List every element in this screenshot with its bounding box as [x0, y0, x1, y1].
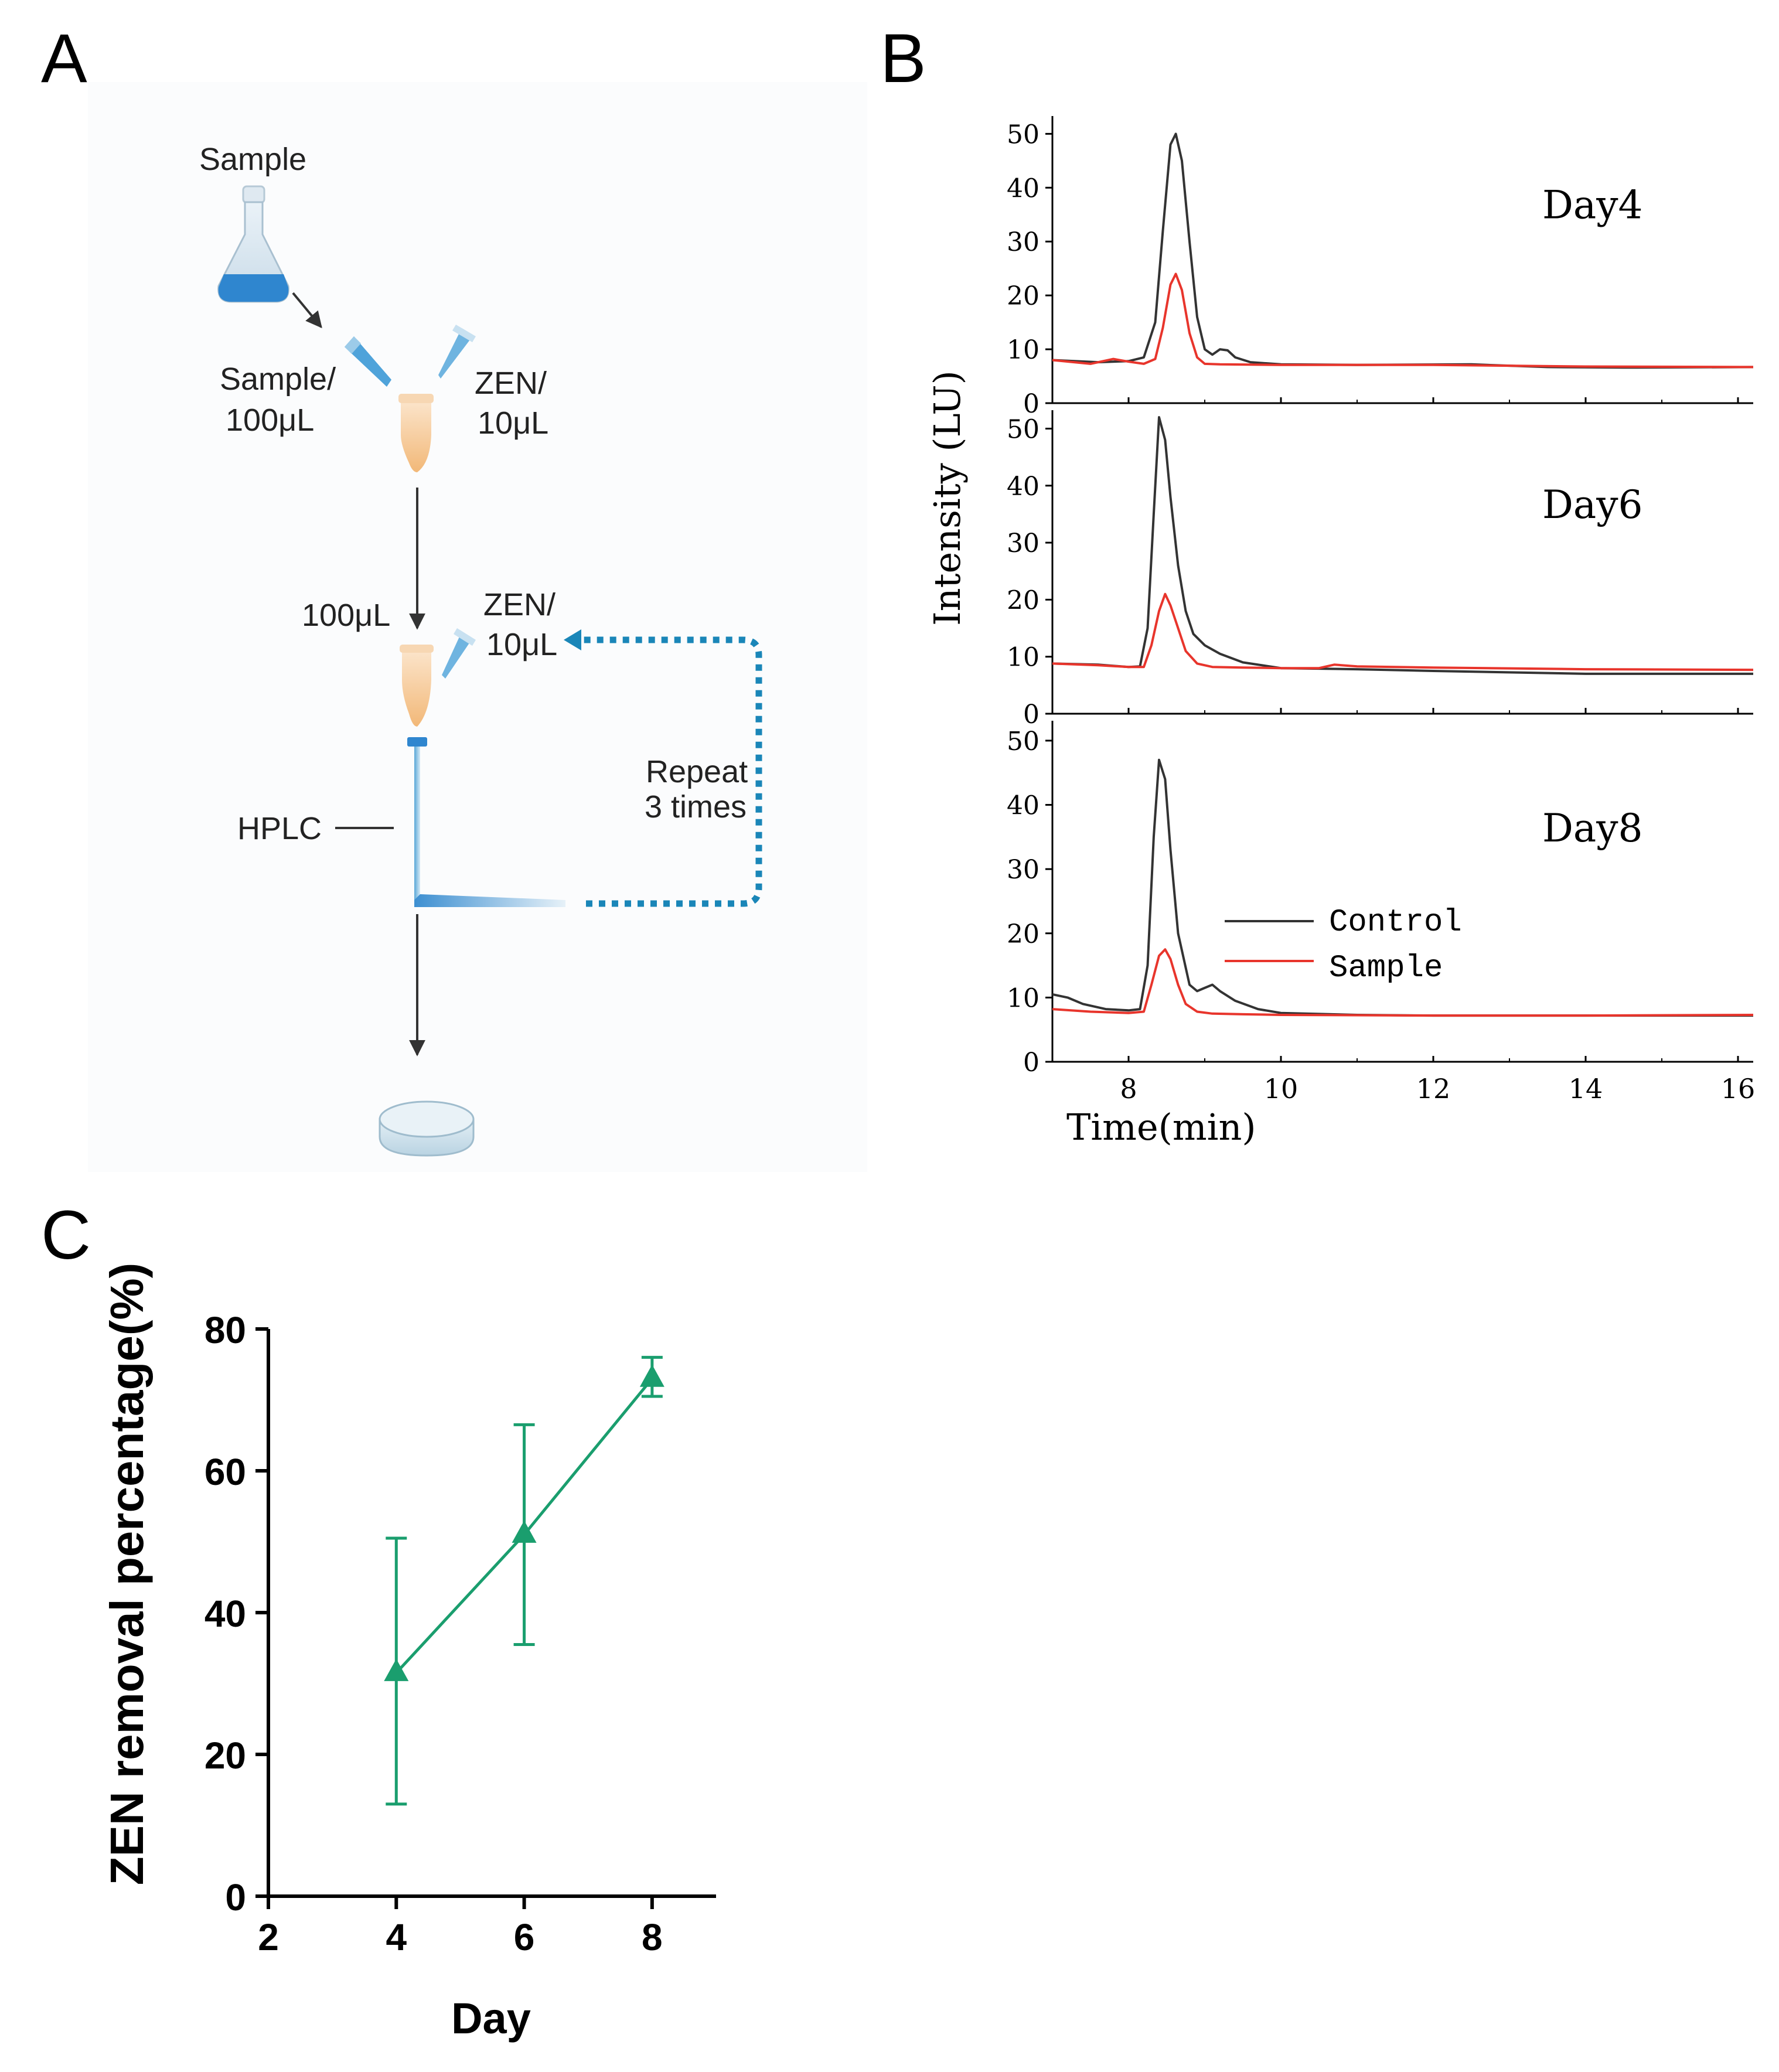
- y-tick-label: 0: [1023, 700, 1040, 730]
- x-tick-label: 10: [1264, 1073, 1299, 1105]
- y-tick-label: 30: [1007, 227, 1040, 257]
- legend-label-sample: Sample: [1329, 950, 1443, 986]
- zen-volume-label-2-line2: 10μL: [486, 627, 557, 662]
- y-tick-label: 20: [1007, 585, 1040, 615]
- y-tick-label: 20: [1007, 281, 1040, 311]
- flask-icon: [217, 185, 289, 303]
- y-tick-label: 10: [1007, 983, 1040, 1013]
- chromatogram-x-axis-label: Time(min): [1066, 1106, 1256, 1149]
- y-tick-label: 40: [1007, 173, 1040, 203]
- chromatogram-legend: Control Sample: [1225, 905, 1462, 986]
- panel-letter-c: C: [41, 1197, 91, 1274]
- x-tick-label: 8: [642, 1916, 663, 1958]
- triangle-marker: [512, 1520, 537, 1543]
- y-tick-label: 10: [1007, 335, 1040, 365]
- subplot-day-label: Day4: [1542, 183, 1643, 228]
- x-tick-label: 8: [1120, 1073, 1137, 1105]
- repeat-arrow-head: [564, 629, 581, 650]
- y-tick-label: 40: [1007, 791, 1040, 821]
- panel-letter-b: B: [880, 20, 926, 97]
- series-line-sample: [1052, 592, 1754, 672]
- y-tick-label: 60: [205, 1451, 246, 1493]
- removal-plot: 0 20 40 60 80 2 4 6 8: [205, 1309, 716, 1958]
- y-tick-label: 0: [1023, 1048, 1040, 1078]
- subplot-day-label: Day6: [1542, 482, 1643, 527]
- hplc-label: HPLC: [237, 811, 322, 846]
- y-tick-label: 20: [1007, 919, 1040, 949]
- panel-b-chromatograms: B Intensity (LU) Time(min) 0 10 20 30 40 50 Da…: [880, 20, 1755, 1149]
- y-tick-label: 30: [1007, 855, 1040, 885]
- x-tick-label: 12: [1416, 1073, 1451, 1105]
- y-tick-label: 0: [225, 1876, 246, 1918]
- series-line-control: [1052, 132, 1754, 369]
- series-line-control: [1052, 416, 1753, 675]
- y-tick-label: 10: [1007, 643, 1040, 673]
- x-tick-label: 16: [1721, 1073, 1756, 1105]
- panel-c-removal-chart: C ZEN removal percentage(%) Day 0 20 40 60 8…: [41, 1197, 716, 2043]
- chromatogram-subplot-day6: 0 10 20 30 40 50 Day6: [1007, 410, 1754, 730]
- flask-arrow: [292, 292, 322, 329]
- pipette-tip-icon-zen: [438, 325, 476, 379]
- x-tick-label: 2: [258, 1916, 279, 1958]
- x-tick-label: 14: [1569, 1073, 1603, 1105]
- chromatogram-subplot-day8: 0 10 20 30 40 50 Day8 8 10 12 14 16: [1007, 721, 1755, 1105]
- tube-icon-2: [400, 645, 434, 727]
- y-tick-label: 40: [205, 1593, 246, 1635]
- x-tick-label: 6: [514, 1916, 535, 1958]
- triangle-marker: [384, 1658, 409, 1681]
- series-line-control: [1052, 758, 1753, 1017]
- tube-icon-1: [398, 394, 434, 472]
- legend-label-control: Control: [1329, 905, 1462, 940]
- pipette-tip-icon-sample: [345, 336, 391, 387]
- y-tick-label: 80: [205, 1309, 246, 1351]
- zen-volume-label-2-line1: ZEN/: [483, 587, 555, 622]
- petri-dish-icon: [379, 1100, 475, 1157]
- chromatogram-plots: 0 10 20 30 40 50 Day4 0 10 20 30 40 50 Day6 0 10 20 30 40 5…: [1007, 116, 1755, 1105]
- series-line-sample: [1052, 272, 1754, 369]
- zen-volume-label-1-line2: 10μL: [478, 405, 548, 441]
- hplc-column-icon: [407, 737, 565, 907]
- removal-x-axis-label: Day: [451, 1994, 531, 2043]
- repeat-label-line2: 3 times: [645, 789, 747, 824]
- pipette-tip-icon-zen-2: [442, 628, 476, 679]
- y-tick-label: 50: [1007, 120, 1040, 149]
- x-tick-label: 4: [386, 1916, 407, 1958]
- chromatogram-subplot-day4: 0 10 20 30 40 50 Day4: [1007, 116, 1754, 419]
- repeat-loop-dotted-arrow: [577, 636, 762, 907]
- zen-volume-label-1-line1: ZEN/: [475, 366, 547, 401]
- triangle-marker: [639, 1364, 664, 1387]
- y-tick-label: 50: [1007, 727, 1040, 756]
- repeat-label-line1: Repeat: [646, 754, 748, 789]
- y-tick-label: 40: [1007, 472, 1040, 502]
- sample-label: Sample: [199, 142, 306, 177]
- y-tick-label: 30: [1007, 529, 1040, 558]
- series-line-sample: [1052, 948, 1754, 1017]
- panel-a-diagram: A Sample Sample/ 100μL ZEN/ 10μL 100μL: [41, 20, 867, 1172]
- subplot-day-label: Day8: [1542, 806, 1643, 851]
- sample-volume-label-line1: Sample/: [220, 362, 336, 397]
- y-tick-label: 20: [205, 1734, 246, 1777]
- panel-letter-a: A: [41, 20, 87, 97]
- y-tick-label: 50: [1007, 414, 1040, 444]
- sample-volume-label-line2: 100μL: [226, 403, 314, 438]
- y-tick-label: 0: [1023, 389, 1040, 419]
- chromatogram-y-axis-label: Intensity (LU): [926, 370, 969, 626]
- transfer-volume-label: 100μL: [302, 598, 390, 633]
- removal-y-axis-label: ZEN removal percentage(%): [101, 1263, 153, 1886]
- diagram-background: [88, 82, 867, 1172]
